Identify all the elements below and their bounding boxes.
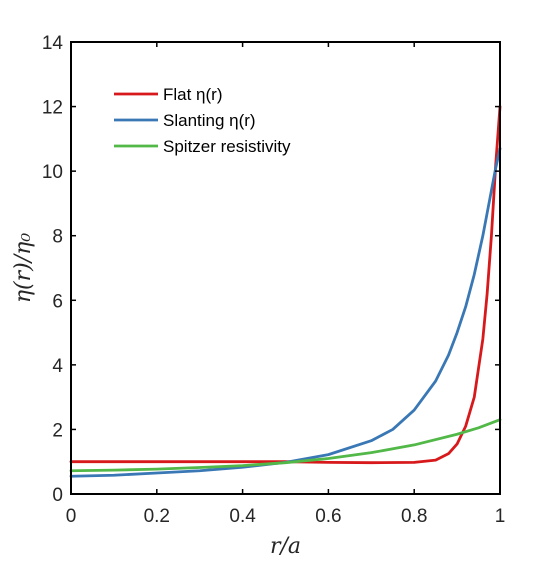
- series-line-slanting: [69, 147, 502, 478]
- y-tick-label: 0: [52, 485, 63, 506]
- series-layer: [69, 105, 502, 478]
- legend-label: Flat η(r): [163, 85, 223, 104]
- y-tick-label: 6: [52, 291, 63, 312]
- y-tick-label: 10: [42, 162, 63, 183]
- y-tick-label: 4: [52, 356, 63, 377]
- y-tick-label: 12: [42, 98, 63, 119]
- x-tick-label: 0.4: [229, 506, 256, 527]
- x-tick-label: 0.8: [401, 506, 427, 527]
- y-tick-label: 2: [52, 420, 63, 441]
- x-tick-label: 1: [495, 506, 506, 527]
- y-tick-label: 8: [52, 227, 63, 248]
- plot-area: [71, 42, 500, 494]
- legend-label: Slanting η(r): [163, 111, 256, 130]
- legend: Flat η(r) Slanting η(r) Spitzer resistivit…: [114, 85, 291, 156]
- y-tick-label: 14: [42, 33, 64, 54]
- y-axis-label: η(r)/η₀: [11, 233, 36, 303]
- legend-label: Spitzer resistivity: [163, 137, 291, 156]
- plot-background: [71, 42, 500, 494]
- series-line-flat: [69, 105, 502, 465]
- x-tick-label: 0.2: [144, 506, 170, 527]
- series-line-spitzer: [69, 418, 502, 473]
- axes-frame: [70, 41, 501, 495]
- x-tick-label: 0: [66, 506, 77, 527]
- x-tick-label: 0.6: [315, 506, 341, 527]
- x-axis-label: r/a: [270, 534, 301, 559]
